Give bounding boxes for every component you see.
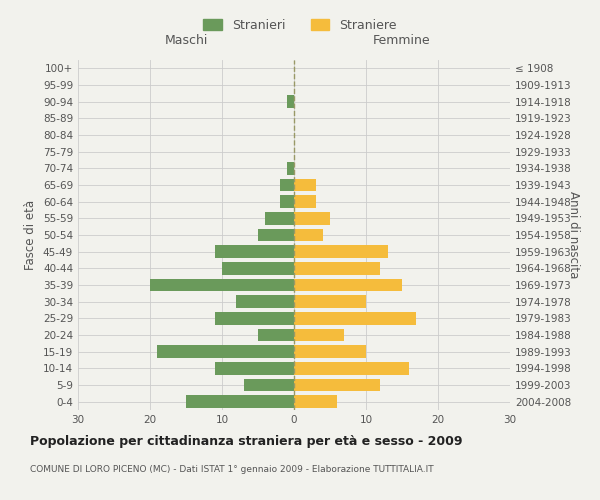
Text: Popolazione per cittadinanza straniera per età e sesso - 2009: Popolazione per cittadinanza straniera p… xyxy=(30,435,463,448)
Text: COMUNE DI LORO PICENO (MC) - Dati ISTAT 1° gennaio 2009 - Elaborazione TUTTITALI: COMUNE DI LORO PICENO (MC) - Dati ISTAT … xyxy=(30,465,434,474)
Legend: Stranieri, Straniere: Stranieri, Straniere xyxy=(198,14,402,37)
Bar xyxy=(258,229,294,241)
Bar xyxy=(215,312,294,324)
Bar xyxy=(294,196,316,208)
Y-axis label: Anni di nascita: Anni di nascita xyxy=(567,192,580,278)
Bar xyxy=(150,279,294,291)
Bar xyxy=(294,312,416,324)
Bar xyxy=(280,179,294,192)
Bar xyxy=(265,212,294,224)
Bar xyxy=(294,179,316,192)
Bar xyxy=(157,346,294,358)
Bar xyxy=(222,262,294,274)
Bar xyxy=(294,229,323,241)
Bar xyxy=(215,362,294,374)
Bar xyxy=(287,96,294,108)
Bar xyxy=(215,246,294,258)
Bar xyxy=(294,246,388,258)
Bar xyxy=(294,329,344,341)
Y-axis label: Fasce di età: Fasce di età xyxy=(25,200,37,270)
Bar xyxy=(294,379,380,391)
Text: Femmine: Femmine xyxy=(373,34,431,46)
Bar xyxy=(186,396,294,408)
Text: Maschi: Maschi xyxy=(164,34,208,46)
Bar xyxy=(236,296,294,308)
Bar xyxy=(294,279,402,291)
Bar xyxy=(294,262,380,274)
Bar xyxy=(244,379,294,391)
Bar xyxy=(258,329,294,341)
Bar xyxy=(294,346,366,358)
Bar xyxy=(294,296,366,308)
Bar xyxy=(294,396,337,408)
Bar xyxy=(287,162,294,174)
Bar xyxy=(294,362,409,374)
Bar xyxy=(280,196,294,208)
Bar xyxy=(294,212,330,224)
